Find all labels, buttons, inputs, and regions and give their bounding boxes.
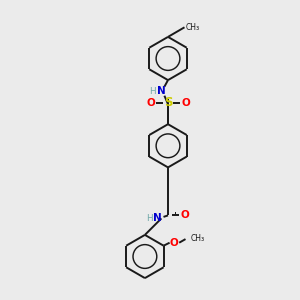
Text: O: O — [146, 98, 155, 108]
Text: CH₃: CH₃ — [190, 234, 205, 243]
Text: N: N — [157, 86, 166, 97]
Text: O: O — [170, 238, 178, 248]
Text: H: H — [149, 87, 156, 96]
Text: O: O — [180, 210, 189, 220]
Text: S: S — [164, 96, 172, 109]
Text: N: N — [153, 213, 162, 224]
Text: CH₃: CH₃ — [186, 23, 200, 32]
Text: H: H — [146, 214, 153, 223]
Text: O: O — [181, 98, 190, 108]
